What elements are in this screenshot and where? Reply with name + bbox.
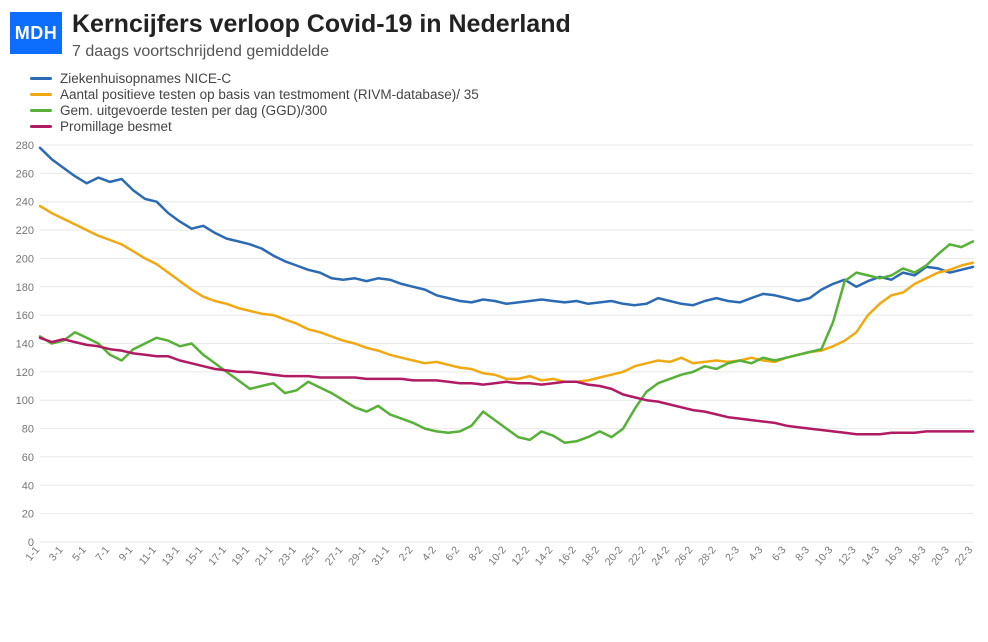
chart-title: Kerncijfers verloop Covid-19 in Nederlan… [72,10,571,39]
svg-text:11-1: 11-1 [137,544,159,567]
svg-text:5-1: 5-1 [70,544,89,563]
svg-text:24-2: 24-2 [649,544,672,568]
svg-text:14-2: 14-2 [533,544,556,568]
svg-text:220: 220 [16,225,34,237]
line-chart: 0204060801001201401601802002202402602801… [0,135,988,597]
svg-text:6-2: 6-2 [443,544,462,563]
legend-item[interactable]: Aantal positieve testen op basis van tes… [30,87,978,102]
series-line [40,338,973,434]
svg-text:12-3: 12-3 [836,544,859,568]
svg-text:28-2: 28-2 [696,544,719,568]
svg-text:18-2: 18-2 [579,544,602,568]
legend-label: Ziekenhuisopnames NICE-C [60,71,231,86]
svg-text:20-2: 20-2 [603,544,626,568]
title-block: Kerncijfers verloop Covid-19 in Nederlan… [72,10,571,61]
svg-text:120: 120 [16,367,34,379]
svg-text:240: 240 [16,197,34,209]
svg-text:22-3: 22-3 [953,544,976,568]
svg-text:16-3: 16-3 [883,544,906,568]
svg-text:180: 180 [16,282,34,294]
legend-swatch [30,109,52,112]
legend-swatch [30,93,52,96]
legend-label: Gem. uitgevoerde testen per dag (GGD)/30… [60,103,327,118]
svg-text:9-1: 9-1 [117,544,136,563]
svg-text:7-1: 7-1 [93,544,112,563]
chart-container: 0204060801001201401601802002202402602801… [0,135,988,597]
svg-text:23-1: 23-1 [276,544,299,568]
svg-text:21-1: 21-1 [253,544,276,568]
svg-text:19-1: 19-1 [230,544,253,568]
svg-text:80: 80 [22,424,34,436]
svg-text:60: 60 [22,452,34,464]
svg-text:16-2: 16-2 [556,544,579,568]
svg-text:40: 40 [22,480,34,492]
svg-text:10-2: 10-2 [486,544,509,568]
svg-text:22-2: 22-2 [626,544,649,568]
svg-text:1-1: 1-1 [23,544,42,563]
svg-text:15-1: 15-1 [183,544,206,568]
svg-text:12-2: 12-2 [509,544,532,568]
legend-item[interactable]: Ziekenhuisopnames NICE-C [30,71,978,86]
svg-text:26-2: 26-2 [673,544,696,568]
svg-text:2-3: 2-3 [723,544,742,563]
svg-text:13-1: 13-1 [160,544,183,568]
svg-text:100: 100 [16,395,34,407]
svg-text:280: 280 [16,140,34,152]
legend-label: Promillage besmet [60,119,172,134]
svg-text:10-3: 10-3 [813,544,836,568]
logo: MDH [10,12,62,54]
svg-text:3-1: 3-1 [47,544,66,563]
svg-text:260: 260 [16,168,34,180]
svg-text:27-1: 27-1 [323,544,346,568]
header: MDH Kerncijfers verloop Covid-19 in Nede… [0,0,988,63]
legend-swatch [30,125,52,128]
svg-text:17-1: 17-1 [206,544,229,568]
svg-text:20: 20 [22,509,34,521]
svg-text:20-3: 20-3 [929,544,952,568]
legend-item[interactable]: Promillage besmet [30,119,978,134]
legend: Ziekenhuisopnames NICE-CAantal positieve… [0,63,988,134]
series-line [40,206,973,382]
series-line [40,241,973,442]
svg-text:14-3: 14-3 [859,544,882,568]
svg-text:200: 200 [16,253,34,265]
svg-text:31-1: 31-1 [369,544,392,568]
svg-text:8-3: 8-3 [793,544,812,563]
svg-text:29-1: 29-1 [346,544,369,568]
svg-text:160: 160 [16,310,34,322]
svg-text:8-2: 8-2 [467,544,486,563]
svg-text:2-2: 2-2 [397,544,416,563]
legend-label: Aantal positieve testen op basis van tes… [60,87,479,102]
svg-text:4-2: 4-2 [420,544,439,563]
svg-text:4-3: 4-3 [746,544,765,563]
legend-swatch [30,77,52,80]
svg-text:6-3: 6-3 [770,544,789,563]
chart-subtitle: 7 daags voortschrijdend gemiddelde [72,43,571,61]
legend-item[interactable]: Gem. uitgevoerde testen per dag (GGD)/30… [30,103,978,118]
svg-text:18-3: 18-3 [906,544,929,568]
svg-text:25-1: 25-1 [299,544,322,568]
svg-text:140: 140 [16,339,34,351]
